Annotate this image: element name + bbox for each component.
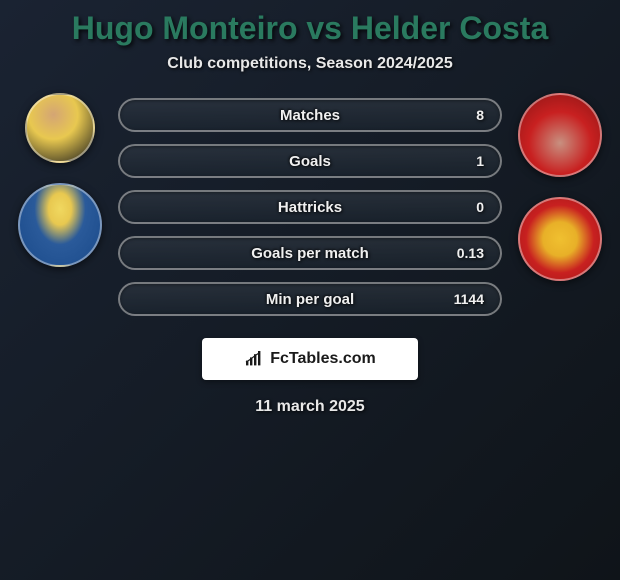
stats-column: Matches 8 Goals 1 Hattricks 0 Goals per … (110, 93, 510, 316)
stat-value: 1144 (454, 291, 484, 307)
stat-value: 1 (476, 153, 484, 169)
stat-label: Min per goal (266, 291, 354, 308)
stat-bar-matches: Matches 8 (118, 98, 502, 132)
page-title: Hugo Monteiro vs Helder Costa (0, 10, 620, 47)
player1-name: Hugo Monteiro (72, 10, 298, 46)
player2-name: Helder Costa (351, 10, 548, 46)
stat-value: 0.13 (457, 245, 484, 261)
footer-badge: FcTables.com (202, 338, 418, 380)
stat-label: Goals per match (251, 245, 369, 262)
subtitle: Club competitions, Season 2024/2025 (0, 55, 620, 73)
right-column (510, 93, 610, 281)
stat-value: 0 (476, 199, 484, 215)
comparison-card: Hugo Monteiro vs Helder Costa Club compe… (0, 0, 620, 416)
left-column (10, 93, 110, 267)
helder-costa-avatar (518, 93, 602, 177)
club1-badge (18, 183, 102, 267)
stat-label: Goals (289, 153, 331, 170)
stat-value: 8 (476, 107, 484, 123)
chart-icon (244, 351, 264, 367)
footer-brand-text: FcTables.com (270, 350, 376, 368)
hugo-monteiro-avatar (25, 93, 95, 163)
vs-separator: vs (306, 10, 342, 46)
date-text: 11 march 2025 (0, 398, 620, 416)
content-row: Matches 8 Goals 1 Hattricks 0 Goals per … (0, 93, 620, 316)
club2-badge (518, 197, 602, 281)
stat-bar-min-per-goal: Min per goal 1144 (118, 282, 502, 316)
stat-bar-hattricks: Hattricks 0 (118, 190, 502, 224)
stat-bar-goals-per-match: Goals per match 0.13 (118, 236, 502, 270)
stat-label: Hattricks (278, 199, 342, 216)
stat-bar-goals: Goals 1 (118, 144, 502, 178)
stat-label: Matches (280, 107, 340, 124)
